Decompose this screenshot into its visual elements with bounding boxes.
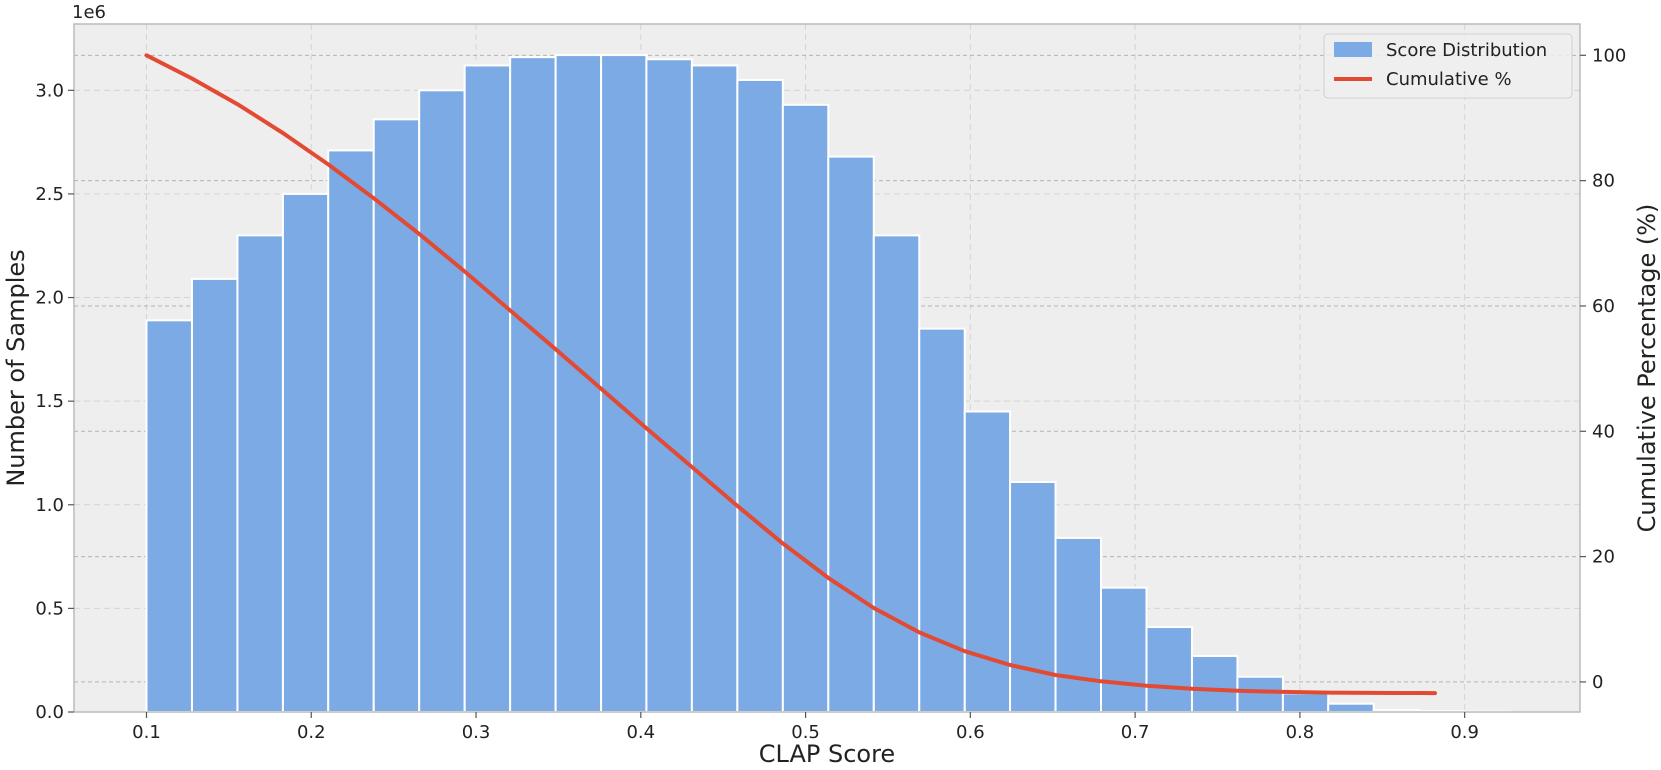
- histogram-bar: [372, 118, 421, 713]
- x-tick-label: 0.1: [132, 722, 161, 743]
- x-tick-label: 0.7: [1121, 722, 1150, 743]
- histogram-bar: [827, 155, 875, 713]
- y-tick-label: 2.5: [35, 184, 64, 205]
- y-tick-label: 2.0: [35, 288, 64, 309]
- cumulative-line: [144, 53, 1437, 696]
- x-tick-label: 0.6: [956, 722, 985, 743]
- x-tick-label: 0.4: [626, 722, 655, 743]
- histogram-bar: [145, 319, 193, 713]
- histogram-bar: [1281, 692, 1330, 714]
- histogram-bar: [1236, 675, 1284, 713]
- histogram-bar: [1145, 626, 1193, 713]
- histogram-bar: [1009, 480, 1057, 713]
- y-tick-label: 0.0: [35, 702, 64, 723]
- legend-bar-swatch: [1334, 42, 1372, 57]
- histogram-bar: [690, 64, 739, 713]
- y-offset-label: 1e6: [72, 2, 106, 23]
- y-tick-label: 0.5: [35, 598, 64, 619]
- x-tick-label: 0.3: [462, 722, 491, 743]
- x-tick-label: 0.9: [1450, 722, 1479, 743]
- y2-axis-title: Cumulative Percentage (%): [1633, 204, 1661, 533]
- histogram-bar: [872, 234, 921, 713]
- histogram-bar: [1327, 702, 1375, 713]
- y-tick-label: 1.0: [35, 495, 64, 516]
- x-axis-ticks: 0.1 0.2 0.3 0.4 0.5 0.6 0.7 0.8 0.9: [132, 712, 1479, 743]
- histogram-bar: [190, 277, 239, 713]
- x-tick-label: 0.8: [1286, 722, 1315, 743]
- plot-frame: [73, 23, 1581, 713]
- histogram-bar: [781, 103, 830, 713]
- histogram-bar: [327, 149, 375, 713]
- y2-tick-label: 20: [1592, 547, 1615, 568]
- x-tick-label: 0.5: [791, 722, 820, 743]
- legend: Score Distribution Cumulative %: [1323, 33, 1573, 99]
- histogram-bar: [281, 192, 330, 713]
- legend-label-score-distribution: Score Distribution: [1386, 40, 1547, 61]
- y2-tick-label: 0: [1592, 672, 1603, 693]
- x-axis-title: CLAP Score: [759, 740, 895, 768]
- histogram-bar: [1100, 586, 1148, 714]
- histogram-bar: [418, 89, 466, 714]
- x-tick-label: 0.2: [297, 722, 326, 743]
- histogram-bar: [963, 410, 1012, 713]
- y-tick-label: 3.0: [35, 80, 64, 101]
- histogram-bar: [463, 64, 512, 713]
- y2-tick-label: 60: [1592, 296, 1615, 317]
- histogram-bar: [736, 78, 784, 714]
- histogram-bar: [236, 234, 284, 713]
- histogram-bar: [1054, 536, 1103, 714]
- y-axis-ticks: 0.0 0.5 1.0 1.5 2.0 2.5 3.0: [35, 80, 74, 723]
- cumulative-line-layer: [144, 53, 1437, 696]
- y2-tick-label: 80: [1592, 171, 1615, 192]
- histogram-bar: [509, 56, 557, 714]
- y-tick-label: 1.5: [35, 391, 64, 412]
- y2-tick-label: 100: [1592, 45, 1626, 66]
- histogram-bar: [1190, 655, 1239, 714]
- y-axis-title: Number of Samples: [2, 249, 30, 486]
- histogram-bar: [918, 327, 966, 713]
- y2-tick-label: 40: [1592, 421, 1615, 442]
- y2-axis-ticks: 0 20 40 60 80 100: [1580, 45, 1626, 693]
- legend-label-cumulative: Cumulative %: [1386, 69, 1512, 90]
- legend-box: [1323, 33, 1573, 99]
- histogram-bar: [600, 54, 648, 713]
- histogram-bar: [645, 58, 693, 713]
